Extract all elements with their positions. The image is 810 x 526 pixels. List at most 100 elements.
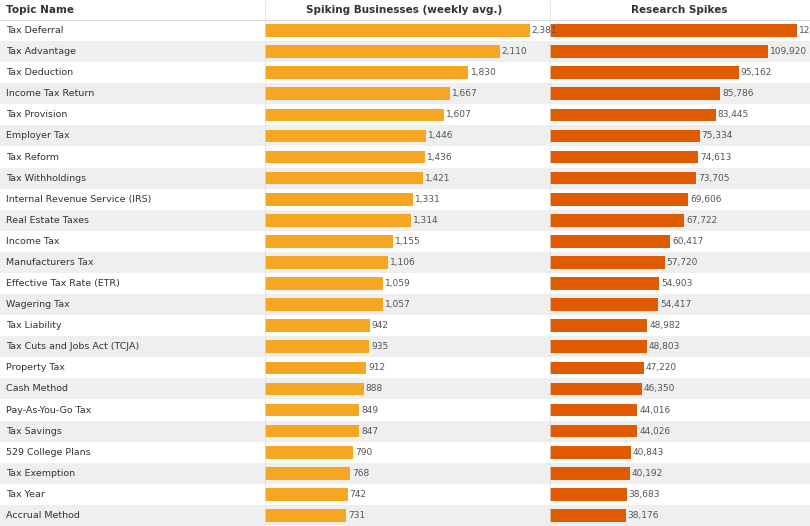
- Text: 95,162: 95,162: [741, 68, 772, 77]
- Bar: [0, 294, 810, 315]
- Text: Tax Year: Tax Year: [6, 490, 45, 499]
- Bar: [0, 315, 810, 336]
- Bar: [550, 361, 644, 374]
- Bar: [0, 357, 810, 378]
- Text: Tax Reform: Tax Reform: [6, 153, 59, 161]
- Bar: [265, 129, 426, 143]
- Text: Tax Provision: Tax Provision: [6, 110, 67, 119]
- Text: 69,606: 69,606: [690, 195, 722, 204]
- Bar: [0, 210, 810, 231]
- Bar: [265, 24, 530, 37]
- Bar: [265, 172, 423, 185]
- Bar: [550, 340, 647, 353]
- Text: Wagering Tax: Wagering Tax: [6, 300, 70, 309]
- Bar: [265, 319, 369, 332]
- Text: 54,903: 54,903: [661, 279, 693, 288]
- Text: 849: 849: [361, 406, 378, 414]
- Text: 1,607: 1,607: [446, 110, 471, 119]
- Text: 74,613: 74,613: [700, 153, 731, 161]
- Bar: [0, 62, 810, 83]
- Bar: [265, 45, 500, 58]
- Bar: [550, 277, 659, 290]
- Bar: [550, 172, 697, 185]
- Bar: [550, 87, 720, 100]
- Bar: [0, 147, 810, 168]
- Text: Tax Exemption: Tax Exemption: [6, 469, 75, 478]
- Text: 85,786: 85,786: [723, 89, 754, 98]
- Bar: [0, 421, 810, 442]
- Text: 124,438: 124,438: [799, 26, 810, 35]
- Bar: [550, 425, 637, 438]
- Bar: [0, 484, 810, 505]
- Bar: [265, 66, 468, 79]
- Bar: [0, 83, 810, 104]
- Text: Property Tax: Property Tax: [6, 363, 65, 372]
- Text: 935: 935: [371, 342, 388, 351]
- Text: 1,446: 1,446: [428, 132, 454, 140]
- Bar: [0, 400, 810, 421]
- Bar: [0, 231, 810, 252]
- Bar: [0, 41, 810, 62]
- Text: 38,176: 38,176: [628, 511, 659, 520]
- Bar: [265, 340, 369, 353]
- Bar: [0, 104, 810, 125]
- Bar: [550, 214, 684, 227]
- Text: 48,982: 48,982: [649, 321, 680, 330]
- Text: 46,350: 46,350: [644, 385, 676, 393]
- Text: Pay-As-You-Go Tax: Pay-As-You-Go Tax: [6, 406, 92, 414]
- Text: 790: 790: [355, 448, 372, 457]
- Bar: [550, 467, 629, 480]
- Bar: [550, 298, 658, 311]
- Bar: [550, 509, 626, 522]
- Bar: [0, 336, 810, 357]
- Text: Tax Liability: Tax Liability: [6, 321, 62, 330]
- Bar: [265, 361, 366, 374]
- Text: 847: 847: [361, 427, 378, 436]
- Text: 1,314: 1,314: [413, 216, 439, 225]
- Bar: [265, 298, 382, 311]
- Text: 40,192: 40,192: [632, 469, 663, 478]
- Bar: [265, 488, 347, 501]
- Text: 44,026: 44,026: [639, 427, 671, 436]
- Text: 47,220: 47,220: [646, 363, 677, 372]
- Text: Research Spikes: Research Spikes: [631, 5, 727, 15]
- Text: Employer Tax: Employer Tax: [6, 132, 70, 140]
- Text: Accrual Method: Accrual Method: [6, 511, 80, 520]
- Text: 60,417: 60,417: [672, 237, 703, 246]
- Text: Cash Method: Cash Method: [6, 385, 68, 393]
- Bar: [0, 189, 810, 210]
- Bar: [265, 425, 359, 438]
- Bar: [265, 235, 394, 248]
- Bar: [265, 108, 444, 121]
- Text: 38,683: 38,683: [629, 490, 660, 499]
- Text: Tax Savings: Tax Savings: [6, 427, 62, 436]
- Bar: [265, 193, 413, 206]
- Text: 73,705: 73,705: [698, 174, 730, 183]
- Text: 1,421: 1,421: [425, 174, 450, 183]
- Bar: [550, 446, 631, 459]
- Text: Tax Advantage: Tax Advantage: [6, 47, 76, 56]
- Bar: [265, 256, 388, 269]
- Text: Real Estate Taxes: Real Estate Taxes: [6, 216, 89, 225]
- Bar: [550, 235, 670, 248]
- Text: 1,155: 1,155: [395, 237, 421, 246]
- Text: Manufacturers Tax: Manufacturers Tax: [6, 258, 93, 267]
- Bar: [550, 66, 739, 79]
- Text: 1,057: 1,057: [385, 300, 411, 309]
- Text: 1,436: 1,436: [427, 153, 452, 161]
- Bar: [0, 442, 810, 463]
- Text: Tax Withholdings: Tax Withholdings: [6, 174, 86, 183]
- Text: Income Tax: Income Tax: [6, 237, 59, 246]
- Bar: [0, 463, 810, 484]
- Bar: [0, 273, 810, 294]
- Bar: [265, 446, 353, 459]
- Text: 888: 888: [366, 385, 383, 393]
- Bar: [0, 20, 810, 41]
- Text: 75,334: 75,334: [701, 132, 733, 140]
- Bar: [0, 252, 810, 273]
- Bar: [0, 168, 810, 189]
- Text: 529 College Plans: 529 College Plans: [6, 448, 91, 457]
- Text: Tax Deferral: Tax Deferral: [6, 26, 63, 35]
- Bar: [265, 214, 411, 227]
- Bar: [550, 129, 700, 143]
